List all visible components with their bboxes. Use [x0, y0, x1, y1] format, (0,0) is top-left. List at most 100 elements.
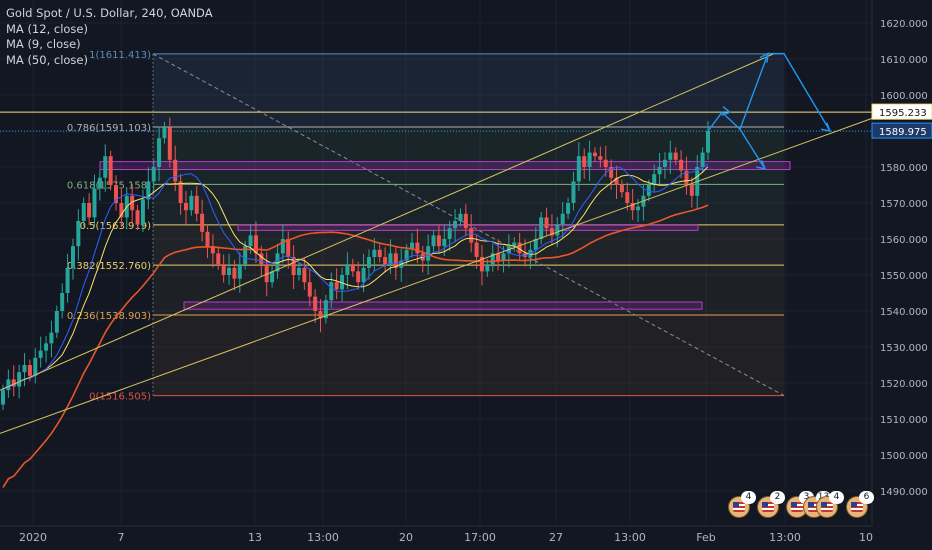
- price-tick-label: 1550.000: [880, 271, 928, 282]
- candle-body: [614, 177, 619, 185]
- candle-body: [11, 379, 16, 387]
- price-tick-label: 1560.000: [880, 235, 928, 246]
- candle-body: [447, 228, 452, 239]
- candle-body: [146, 181, 151, 200]
- chart-legend: Gold Spot / U.S. Dollar, 240, OANDA MA (…: [6, 6, 213, 68]
- candle-body: [668, 152, 673, 160]
- candle-body: [636, 206, 641, 211]
- price-tag-yellow: [871, 103, 932, 120]
- fib-level-label: 0.5(1563.919): [80, 221, 152, 232]
- economic-event-badge[interactable]: 6: [846, 491, 874, 518]
- candle-body: [253, 235, 258, 254]
- candle-body: [286, 239, 291, 257]
- candle-body: [442, 239, 447, 247]
- candle-body: [323, 300, 328, 319]
- candle-body: [17, 372, 22, 387]
- candle-body: [415, 242, 420, 254]
- candle-body: [210, 246, 215, 254]
- price-tag-blue-text: 1589.975: [879, 127, 927, 138]
- event-count-badge: 6: [859, 491, 874, 504]
- candle-body: [426, 246, 431, 261]
- candle-body: [33, 357, 38, 376]
- candle-body: [361, 267, 366, 283]
- candle-body: [555, 224, 560, 236]
- candle-body: [652, 174, 657, 185]
- candle-body: [592, 152, 597, 157]
- candle-body: [313, 296, 318, 311]
- candle-body: [216, 253, 221, 265]
- ma-9-line: [2, 163, 709, 391]
- price-tick-label: 1570.000: [880, 199, 928, 210]
- price-tick-label: 1500.000: [880, 451, 928, 462]
- price-tag-yellow-text: 1595.233: [879, 108, 927, 119]
- fib-level-label: 0.236(1538.903): [67, 311, 151, 322]
- candle-body: [194, 195, 199, 214]
- candle-body: [318, 311, 323, 319]
- candle-body: [151, 167, 156, 182]
- candle-body: [76, 221, 81, 247]
- candle-body: [114, 185, 119, 203]
- fib-zone: [153, 224, 784, 266]
- economic-event-badge[interactable]: 2: [757, 491, 785, 518]
- symbol-title[interactable]: Gold Spot / U.S. Dollar, 240, OANDA: [6, 6, 213, 20]
- arrow-head-icon: [759, 52, 769, 63]
- candle-body: [189, 195, 194, 211]
- candle-body: [410, 242, 415, 250]
- ma-12-line: [2, 166, 709, 391]
- supply-zone: [237, 224, 699, 231]
- economic-event-badge[interactable]: 4: [816, 491, 844, 518]
- candle-body: [307, 282, 312, 297]
- candle-body: [92, 188, 97, 218]
- candle-body: [404, 249, 409, 261]
- us-flag-icon: [733, 502, 745, 512]
- candle-body: [517, 242, 522, 254]
- candle-body: [70, 246, 75, 268]
- price-tick-label: 1580.000: [880, 163, 928, 174]
- candle-body: [657, 167, 662, 175]
- price-tick-label: 1540.000: [880, 307, 928, 318]
- candle-body: [38, 350, 43, 358]
- candle-body: [372, 249, 377, 257]
- price-tick-label: 1490.000: [880, 487, 928, 498]
- event-count-badge: 2: [770, 491, 785, 504]
- candle-body: [1, 390, 5, 405]
- ma-9-label[interactable]: MA (9, close): [6, 37, 81, 51]
- candle-body: [689, 185, 694, 196]
- us-flag-icon: [808, 502, 820, 512]
- time-tick-label: 13: [248, 531, 262, 544]
- fib-level-label: 1(1611.413): [89, 50, 151, 61]
- candle-body: [108, 156, 113, 185]
- candle-body: [44, 343, 49, 351]
- economic-event-badge[interactable]: 4: [728, 491, 756, 518]
- candle-body: [232, 267, 237, 279]
- candle-body: [87, 203, 92, 218]
- price-tick-label: 1600.000: [880, 91, 928, 102]
- candle-body: [469, 228, 474, 243]
- candle-body: [630, 203, 635, 211]
- time-tick-label: 13:00: [769, 531, 801, 544]
- candle-body: [243, 246, 248, 265]
- candle-body: [706, 131, 710, 153]
- candle-body: [673, 152, 678, 160]
- price-tick-label: 1620.000: [880, 19, 928, 30]
- candle-body: [200, 213, 205, 232]
- event-count-badge: 4: [741, 491, 756, 504]
- candle-body: [259, 253, 264, 265]
- ma-50-label[interactable]: MA (50, close): [6, 52, 88, 67]
- candle-body: [329, 282, 334, 301]
- candle-body: [135, 210, 140, 225]
- time-tick-label: 27: [549, 531, 563, 544]
- fib-level-label: 0.382(1552.760): [67, 261, 151, 272]
- time-tick-label: 10: [859, 531, 873, 544]
- channel-upper-line: [0, 52, 776, 391]
- candle-body: [264, 264, 269, 283]
- candle-body: [65, 267, 70, 293]
- ma-12-label[interactable]: MA (12, close): [6, 21, 88, 36]
- candle-body: [560, 213, 565, 225]
- candle-body: [523, 253, 528, 257]
- candle-body: [598, 156, 603, 160]
- candle-body: [485, 264, 490, 272]
- candle-body: [474, 242, 479, 257]
- candle-body: [463, 213, 468, 229]
